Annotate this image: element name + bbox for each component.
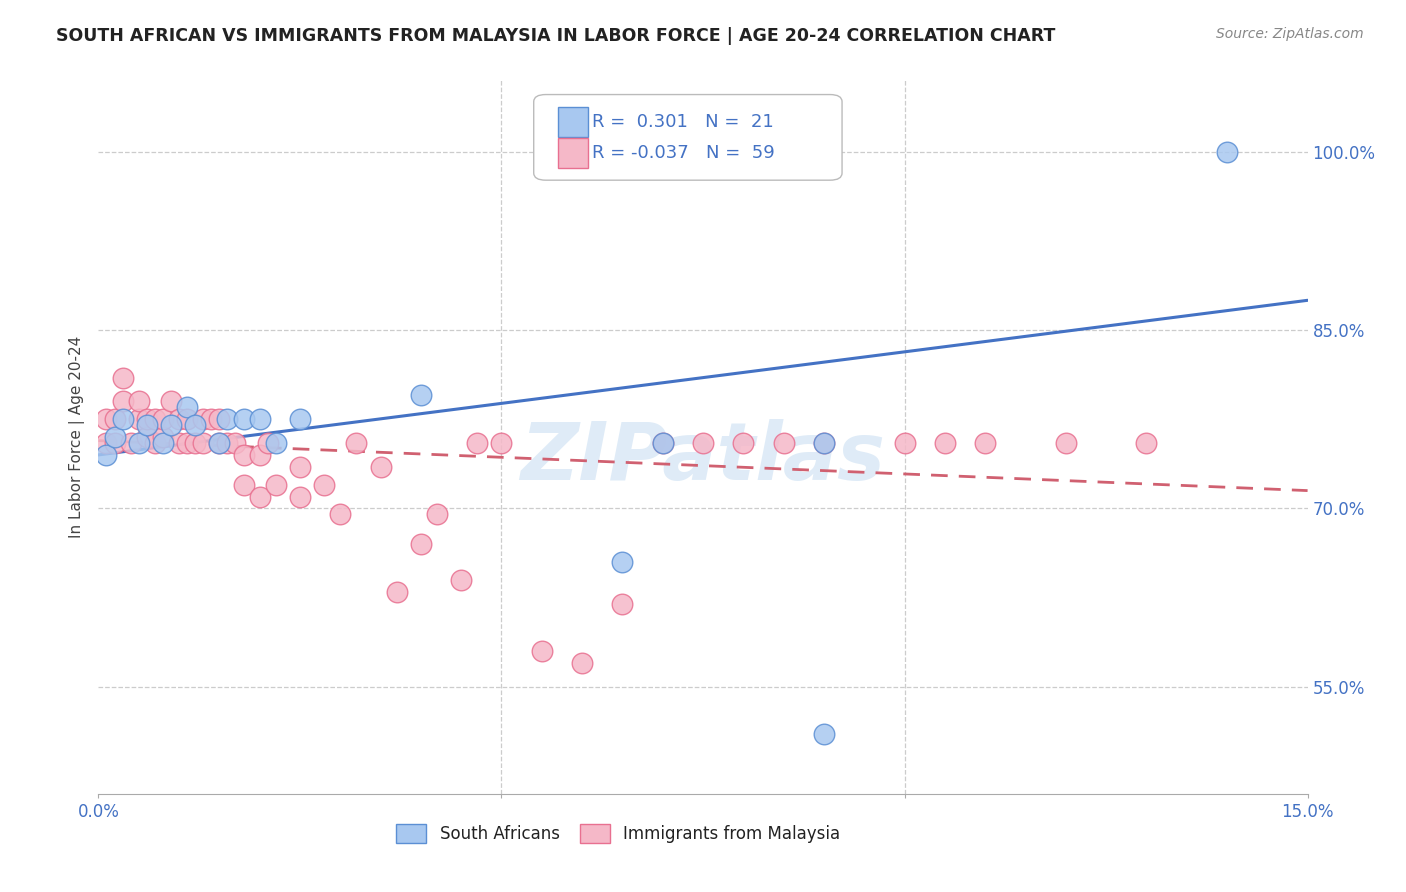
Point: [264, 436, 287, 450]
Point: [184, 418, 207, 433]
Point: [288, 412, 311, 426]
Point: [224, 436, 246, 450]
Point: [96, 448, 118, 462]
Point: [409, 537, 432, 551]
Point: [288, 490, 311, 504]
Point: [329, 508, 352, 522]
Point: [103, 412, 125, 426]
Point: [934, 436, 956, 450]
Point: [344, 436, 367, 450]
Point: [176, 436, 198, 450]
Point: [128, 436, 150, 450]
Point: [813, 727, 835, 741]
Point: [1135, 436, 1157, 450]
Point: [465, 436, 488, 450]
Point: [651, 436, 673, 450]
Text: SOUTH AFRICAN VS IMMIGRANTS FROM MALAYSIA IN LABOR FORCE | AGE 20-24 CORRELATION: SOUTH AFRICAN VS IMMIGRANTS FROM MALAYSI…: [56, 27, 1056, 45]
Point: [232, 412, 254, 426]
Point: [208, 412, 231, 426]
Point: [152, 436, 174, 450]
Y-axis label: In Labor Force | Age 20-24: In Labor Force | Age 20-24: [69, 336, 84, 538]
Text: R =  0.301   N =  21: R = 0.301 N = 21: [592, 112, 773, 130]
Point: [96, 412, 118, 426]
Point: [612, 555, 634, 569]
Point: [612, 597, 634, 611]
Point: [491, 436, 513, 450]
Point: [692, 436, 714, 450]
Point: [176, 401, 198, 415]
Point: [208, 436, 231, 450]
Point: [813, 436, 835, 450]
Point: [135, 430, 157, 444]
Point: [256, 436, 278, 450]
Point: [128, 412, 150, 426]
Point: [530, 644, 553, 658]
Point: [193, 436, 215, 450]
Point: [409, 388, 432, 402]
Text: R = -0.037   N =  59: R = -0.037 N = 59: [592, 145, 775, 162]
Point: [651, 436, 673, 450]
Point: [1216, 145, 1239, 159]
Point: [217, 412, 239, 426]
Point: [103, 430, 125, 444]
Point: [1054, 436, 1077, 450]
FancyBboxPatch shape: [558, 107, 588, 136]
Point: [974, 436, 997, 450]
Point: [813, 436, 835, 450]
Point: [200, 412, 222, 426]
Point: [249, 448, 271, 462]
Text: ZIPatlas: ZIPatlas: [520, 419, 886, 498]
Point: [135, 412, 157, 426]
FancyBboxPatch shape: [558, 138, 588, 168]
Point: [249, 412, 271, 426]
Point: [135, 418, 157, 433]
Point: [167, 436, 190, 450]
Point: [176, 412, 198, 426]
Point: [193, 412, 215, 426]
Point: [772, 436, 794, 450]
Point: [232, 448, 254, 462]
Text: Source: ZipAtlas.com: Source: ZipAtlas.com: [1216, 27, 1364, 41]
Point: [208, 436, 231, 450]
Point: [314, 477, 336, 491]
Point: [111, 394, 134, 409]
Point: [385, 584, 408, 599]
Point: [184, 436, 207, 450]
Point: [288, 459, 311, 474]
Point: [160, 394, 183, 409]
Point: [217, 436, 239, 450]
Point: [450, 573, 472, 587]
Point: [733, 436, 755, 450]
Point: [143, 412, 166, 426]
Point: [426, 508, 449, 522]
Point: [249, 490, 271, 504]
Point: [120, 436, 142, 450]
Point: [111, 412, 134, 426]
Point: [128, 394, 150, 409]
Point: [143, 436, 166, 450]
Point: [111, 370, 134, 384]
Legend: South Africans, Immigrants from Malaysia: South Africans, Immigrants from Malaysia: [389, 817, 846, 850]
Point: [152, 412, 174, 426]
Point: [232, 477, 254, 491]
Point: [264, 477, 287, 491]
Point: [96, 436, 118, 450]
Point: [571, 656, 593, 670]
Point: [893, 436, 915, 450]
Point: [370, 459, 392, 474]
Point: [103, 436, 125, 450]
FancyBboxPatch shape: [534, 95, 842, 180]
Point: [160, 418, 183, 433]
Point: [167, 412, 190, 426]
Point: [152, 430, 174, 444]
